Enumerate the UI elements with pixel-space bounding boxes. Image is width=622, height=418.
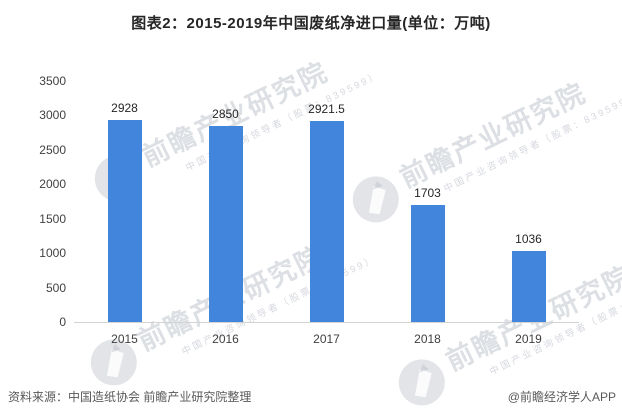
x-axis-category-label: 2016 [212, 332, 239, 346]
bar [309, 120, 344, 322]
bar [511, 250, 546, 322]
bar [410, 204, 445, 322]
x-axis-category-label: 2017 [313, 332, 340, 346]
brand-watermark: 前瞻产业研究院中国产业咨询领导者（股票：839599） [342, 51, 622, 234]
chart-footer: 资料来源：中国造纸协会 前瞻产业研究院整理 @前瞻经济学人APP [8, 388, 616, 405]
x-axis-category-label: 2018 [414, 332, 441, 346]
watermark-brand-text: 前瞻产业研究院 [395, 77, 591, 194]
x-axis-category-label: 2015 [111, 332, 138, 346]
chart-title: 图表2：2015-2019年中国废纸净进口量(单位：万吨) [131, 15, 491, 32]
y-axis-tick-label: 3000 [39, 108, 66, 123]
x-axis-category-label: 2019 [515, 332, 542, 346]
bar-value-label: 2928 [111, 101, 138, 116]
y-axis-tick-label: 1000 [39, 246, 66, 261]
watermark-sub-text: 中国产业咨询领导者（股票：839599） [442, 90, 622, 195]
bar [208, 125, 243, 322]
y-axis-tick-label: 1500 [39, 211, 66, 226]
bar-value-label: 2921.5 [308, 101, 345, 116]
y-axis-tick-label: 2000 [39, 177, 66, 192]
y-axis-tick-label: 0 [59, 315, 66, 329]
bar [107, 120, 142, 322]
source-note: 资料来源：中国造纸协会 前瞻产业研究院整理 [8, 390, 252, 404]
y-axis-tick-label: 3500 [39, 74, 66, 88]
watermark-sub-text: 中国产业咨询领导者（股票：839599） [488, 273, 622, 378]
x-axis-line [74, 322, 579, 323]
bar-value-label: 2850 [212, 106, 239, 121]
bar-value-label: 1036 [515, 231, 542, 246]
y-axis-tick-label: 2500 [39, 142, 66, 157]
credit-note: @前瞻经济学人APP [507, 390, 616, 404]
bar-value-label: 1703 [414, 185, 441, 200]
y-axis-tick-label: 500 [45, 280, 66, 295]
